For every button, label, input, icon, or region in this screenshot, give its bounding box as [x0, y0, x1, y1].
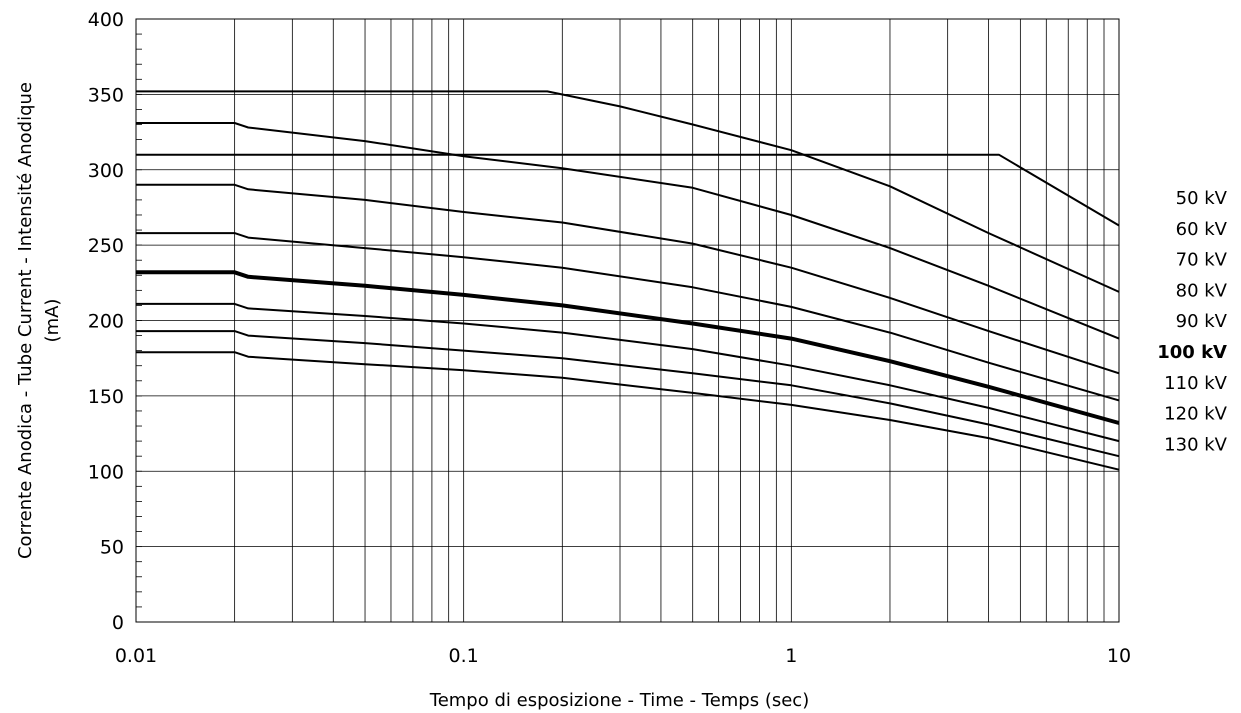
- grid-lines: [135, 18, 1120, 623]
- series-line-8: [136, 330, 1120, 458]
- y-axis-title: Corrente Anodica - Tube Current - Intens…: [15, 82, 63, 559]
- legend: 50 kV 60 kV 70 kV 80 kV 90 kV 100 kV 110 kV 120…: [1157, 188, 1227, 455]
- y-tick-label: 400: [88, 9, 124, 31]
- legend-item: 60 kV: [1176, 219, 1228, 240]
- legend-item: 120 kV: [1164, 404, 1228, 425]
- x-tick-label: 0.1: [449, 645, 479, 667]
- series-line-5: [136, 232, 1120, 402]
- legend-item: 90 kV: [1176, 311, 1228, 332]
- y-tick-label: 150: [88, 386, 124, 408]
- series-line-2: [136, 90, 1120, 293]
- x-axis-title: Tempo di esposizione - Time - Temps (sec…: [429, 690, 809, 711]
- legend-item: 130 kV: [1164, 434, 1228, 455]
- y-axis-title-line1: Corrente Anodica - Tube Current - Intens…: [15, 82, 36, 559]
- series-lines: [136, 90, 1120, 471]
- x-tick-label: 0.01: [115, 645, 157, 667]
- y-tick-label: 300: [88, 160, 124, 182]
- y-tick-label: 250: [88, 235, 124, 257]
- series-line-3: [136, 122, 1120, 340]
- legend-item: 110 kV: [1164, 373, 1228, 394]
- x-tick-label: 1: [785, 645, 797, 667]
- y-axis-ticks: 0 50 100 150 200 250 300 350 400: [88, 9, 124, 634]
- y-tick-label: 0: [112, 612, 124, 634]
- x-tick-label: 10: [1107, 645, 1131, 667]
- y-tick-label: 50: [100, 537, 124, 559]
- legend-item: 80 kV: [1176, 280, 1228, 301]
- series-line-1: [136, 153, 1120, 227]
- y-tick-label: 100: [88, 461, 124, 483]
- legend-item: 50 kV: [1176, 188, 1228, 209]
- x-axis-ticks: 0.01 0.1 1 10: [115, 645, 1131, 667]
- series-line-7: [136, 302, 1120, 443]
- y-axis-title-line2: (mA): [42, 299, 63, 343]
- series-line-4: [136, 183, 1120, 375]
- legend-item: 100 kV: [1157, 342, 1227, 363]
- series-line-6: [136, 270, 1120, 425]
- legend-item: 70 kV: [1176, 250, 1228, 271]
- plot-frame: [135, 18, 1120, 623]
- y-tick-label: 350: [88, 84, 124, 106]
- series-line-9: [136, 351, 1120, 471]
- y-tick-label: 200: [88, 311, 124, 333]
